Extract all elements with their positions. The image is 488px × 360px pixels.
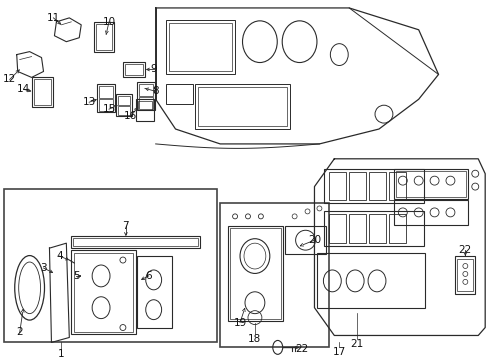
- Text: 1: 1: [58, 349, 64, 359]
- Bar: [324, 169, 423, 203]
- Text: 11: 11: [47, 13, 60, 23]
- Bar: [348, 215, 366, 243]
- Bar: [456, 259, 472, 291]
- Bar: [228, 226, 282, 321]
- Bar: [348, 172, 366, 201]
- Bar: [195, 84, 289, 129]
- Bar: [4, 189, 217, 342]
- Text: 15: 15: [102, 104, 115, 114]
- Bar: [368, 172, 385, 201]
- Bar: [94, 22, 114, 51]
- Bar: [395, 171, 466, 197]
- Bar: [168, 23, 232, 72]
- Bar: [116, 94, 132, 116]
- Bar: [99, 99, 113, 111]
- Text: 20: 20: [307, 235, 321, 245]
- Text: 7: 7: [122, 221, 129, 231]
- Bar: [71, 236, 200, 248]
- Bar: [99, 86, 113, 98]
- Bar: [388, 215, 405, 243]
- Bar: [32, 77, 53, 107]
- Bar: [138, 101, 151, 110]
- Bar: [139, 97, 152, 109]
- Text: 21: 21: [350, 339, 363, 350]
- Text: 16: 16: [124, 111, 137, 121]
- Bar: [137, 82, 154, 110]
- Bar: [220, 203, 329, 347]
- Text: 14: 14: [17, 84, 30, 94]
- Bar: [34, 80, 51, 105]
- Bar: [329, 172, 346, 201]
- Bar: [454, 256, 474, 294]
- Text: 2: 2: [16, 328, 23, 337]
- Bar: [317, 253, 424, 308]
- Bar: [329, 215, 346, 243]
- Text: 9: 9: [150, 64, 157, 75]
- Text: 5: 5: [73, 271, 80, 281]
- Bar: [96, 24, 112, 50]
- Bar: [139, 84, 152, 96]
- Bar: [165, 20, 235, 75]
- Bar: [388, 172, 405, 201]
- Bar: [118, 96, 130, 105]
- Text: 10: 10: [102, 17, 115, 27]
- Text: 17: 17: [332, 347, 345, 357]
- Text: 3: 3: [40, 263, 47, 273]
- Bar: [198, 87, 286, 126]
- Text: 22: 22: [294, 345, 307, 354]
- Text: 22: 22: [458, 245, 471, 255]
- Bar: [393, 201, 468, 225]
- Bar: [284, 226, 325, 254]
- Text: 8: 8: [152, 86, 159, 96]
- Text: 19: 19: [233, 318, 246, 328]
- Text: 6: 6: [145, 271, 152, 281]
- Bar: [324, 211, 423, 246]
- Bar: [71, 250, 136, 334]
- Bar: [124, 63, 142, 76]
- Bar: [368, 215, 385, 243]
- Bar: [97, 84, 115, 112]
- Bar: [74, 253, 133, 332]
- Bar: [393, 169, 468, 198]
- Bar: [122, 62, 144, 77]
- Bar: [230, 228, 280, 319]
- Bar: [73, 238, 198, 246]
- Text: 18: 18: [248, 334, 261, 345]
- Bar: [136, 99, 153, 121]
- Text: 13: 13: [82, 97, 96, 107]
- Text: 4: 4: [56, 251, 62, 261]
- Bar: [137, 256, 171, 328]
- Bar: [118, 106, 130, 115]
- Bar: [165, 84, 193, 104]
- Text: 12: 12: [3, 75, 17, 84]
